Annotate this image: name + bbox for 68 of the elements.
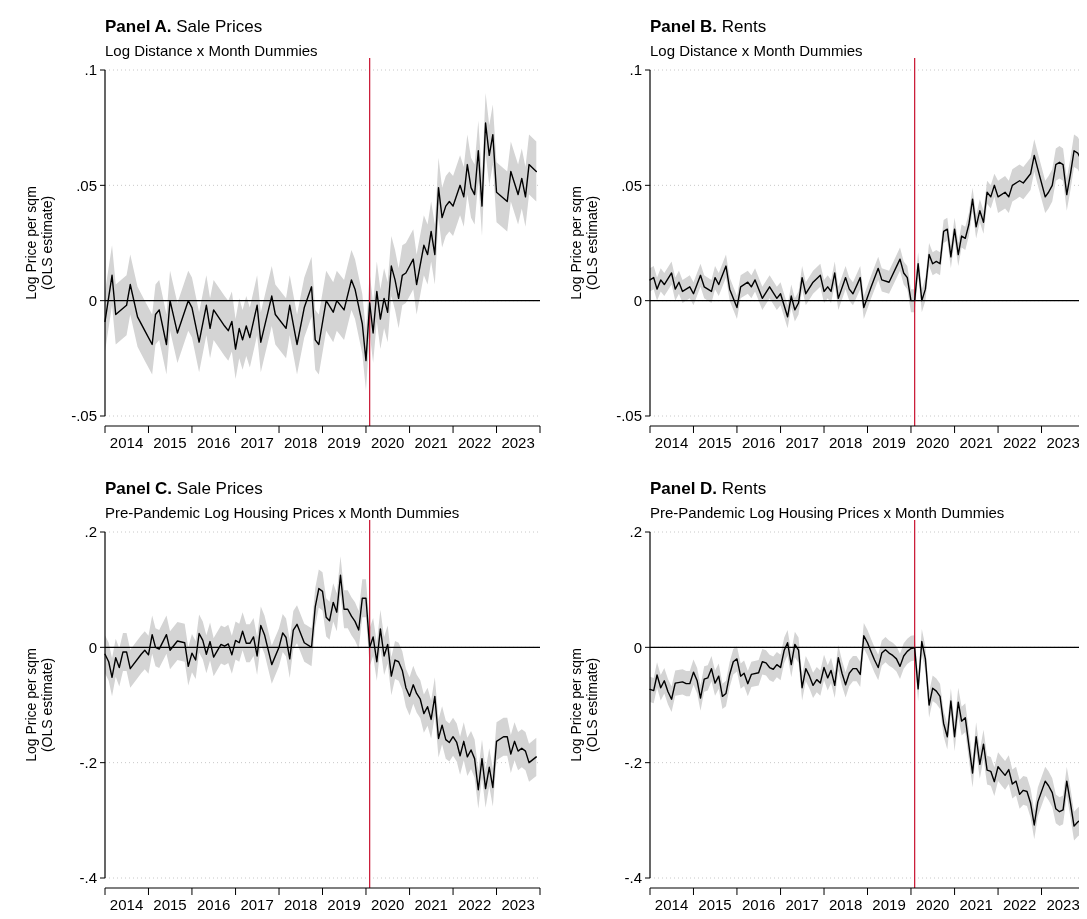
y-tick-label: .05 <box>621 176 642 194</box>
x-tick-label: 2021 <box>414 896 448 913</box>
x-tick-label: 2016 <box>196 896 231 913</box>
x-tick-label: 2014 <box>109 896 144 913</box>
y-tick-label: -.2 <box>79 753 97 771</box>
y-tick-label: 0 <box>633 638 642 656</box>
x-tick-label: 2021 <box>959 434 993 451</box>
chart-subtitle: Pre-Pandemic Log Housing Prices x Month Dummies <box>650 504 1005 521</box>
x-tick-label: 2023 <box>1046 434 1080 451</box>
x-tick-label: 2022 <box>1002 896 1037 913</box>
y-tick-label: 0 <box>88 291 97 309</box>
x-tick-label: 2019 <box>327 434 361 451</box>
x-tick-label: 2023 <box>501 896 535 913</box>
x-tick-label: 2022 <box>457 434 492 451</box>
x-tick-label: 2019 <box>872 896 906 913</box>
y-axis-title: Log Price per sqm (OLS estimate) <box>23 648 55 762</box>
x-tick-label: 2015 <box>153 434 187 451</box>
x-tick-label: 2015 <box>698 896 732 913</box>
x-tick-label: 2023 <box>1046 896 1080 913</box>
chart-subtitle: Log Distance x Month Dummies <box>650 42 863 59</box>
y-axis-title: Log Price per sqm (OLS estimate) <box>568 186 600 300</box>
chart-title: Panel B. Rents <box>650 17 767 36</box>
y-tick-label: -.05 <box>71 407 97 425</box>
x-tick-label: 2016 <box>741 434 776 451</box>
x-tick-label: 2017 <box>240 434 274 451</box>
x-tick-label: 2022 <box>457 896 492 913</box>
x-tick-label: 2017 <box>785 896 819 913</box>
chart-title: Panel C. Sale Prices <box>105 479 263 498</box>
chart-subtitle: Log Distance x Month Dummies <box>105 42 318 59</box>
x-tick-label: 2022 <box>1002 434 1037 451</box>
x-tick-label: 2021 <box>414 434 448 451</box>
x-tick-label: 2014 <box>109 434 144 451</box>
y-tick-label: 0 <box>633 291 642 309</box>
x-tick-label: 2019 <box>872 434 906 451</box>
y-tick-label: .1 <box>629 61 642 79</box>
y-tick-label: -.4 <box>79 869 97 887</box>
x-tick-label: 2016 <box>196 434 231 451</box>
x-tick-label: 2020 <box>915 434 950 451</box>
y-tick-label: .2 <box>84 523 97 541</box>
x-tick-label: 2019 <box>327 896 361 913</box>
y-tick-label: 0 <box>88 638 97 656</box>
x-tick-label: 2015 <box>698 434 732 451</box>
x-tick-label: 2018 <box>283 896 318 913</box>
x-tick-label: 2020 <box>370 434 405 451</box>
y-axis-title: Log Price per sqm (OLS estimate) <box>23 186 55 300</box>
x-tick-label: 2014 <box>654 434 689 451</box>
y-axis-title: Log Price per sqm (OLS estimate) <box>568 648 600 762</box>
y-tick-label: -.4 <box>624 869 642 887</box>
chart-title: Panel A. Sale Prices <box>105 17 263 36</box>
x-tick-label: 2023 <box>501 434 535 451</box>
y-tick-label: .2 <box>629 523 642 541</box>
y-tick-label: .1 <box>84 61 97 79</box>
y-tick-label: -.05 <box>616 407 642 425</box>
x-tick-label: 2017 <box>240 896 274 913</box>
x-tick-label: 2015 <box>153 896 187 913</box>
x-tick-label: 2017 <box>785 434 819 451</box>
x-tick-label: 2018 <box>828 434 863 451</box>
x-tick-label: 2020 <box>370 896 405 913</box>
chart-title: Panel D. Rents <box>650 479 767 498</box>
chart-subtitle: Pre-Pandemic Log Housing Prices x Month Dummies <box>105 504 460 521</box>
x-tick-label: 2018 <box>283 434 318 451</box>
x-tick-label: 2020 <box>915 896 950 913</box>
y-tick-label: -.2 <box>624 753 642 771</box>
y-tick-label: .05 <box>76 176 97 194</box>
x-tick-label: 2018 <box>828 896 863 913</box>
x-tick-label: 2016 <box>741 896 776 913</box>
x-tick-label: 2021 <box>959 896 993 913</box>
x-tick-label: 2014 <box>654 896 689 913</box>
